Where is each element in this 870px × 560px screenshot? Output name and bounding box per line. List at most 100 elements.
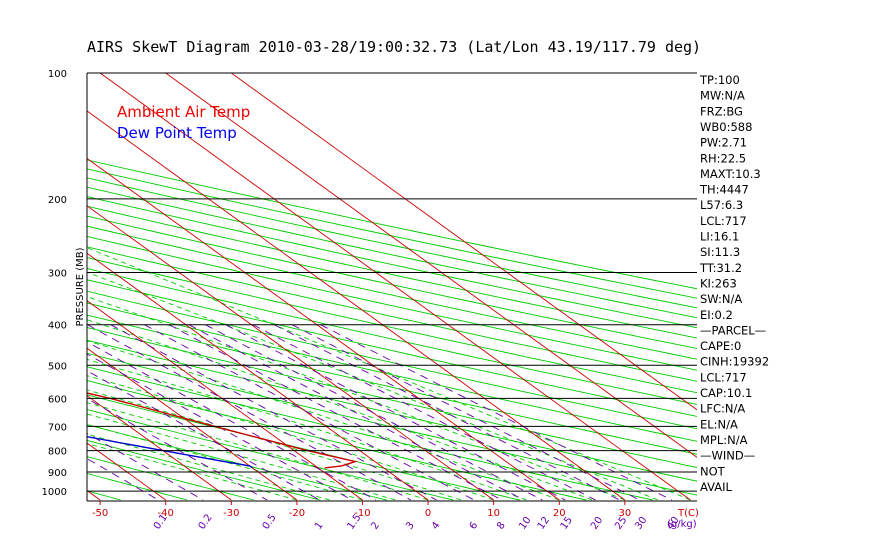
moist-adiabat-line: [87, 296, 625, 501]
index-item: L57:6.3: [700, 198, 743, 212]
mixing-ratio-unit-label: (g/kg): [667, 519, 697, 530]
mixing-ratio-line: [188, 324, 525, 501]
mixing-ratio-line: [110, 324, 437, 501]
mixing-ratio-label: 2: [369, 520, 382, 532]
mixing-ratio-label: 20: [589, 515, 605, 532]
index-item: —WIND—: [700, 449, 755, 463]
pressure-tick-label: 200: [48, 195, 67, 206]
index-item: CAP:10.1: [700, 386, 752, 400]
air-temp-profile-line: [87, 392, 358, 469]
index-item: TH:4447: [699, 183, 749, 197]
mixing-ratio-line: [168, 324, 503, 501]
moist-adiabat-line: [87, 247, 691, 501]
isotherm-line: [87, 347, 298, 501]
dry-adiabat-line: [87, 196, 697, 329]
dry-adiabat-line: [87, 235, 697, 371]
moist-adiabat-line: [87, 319, 593, 501]
mixing-ratio-line: [87, 353, 353, 501]
dry-adiabat-line: [87, 205, 697, 339]
index-item: SI:11.3: [700, 245, 740, 259]
mixing-ratio-line: [87, 458, 159, 501]
bottom-temp-label: -20: [289, 508, 305, 519]
index-item: TP:100: [699, 73, 740, 87]
dry-adiabat-line: [87, 339, 697, 482]
bottom-temp-label: 0: [425, 508, 431, 519]
legend-entry-dew-point: Dew Point Temp: [117, 124, 237, 142]
mixing-ratio-line: [87, 324, 412, 501]
mixing-ratio-label: 8: [495, 520, 508, 532]
isotherm-line: [99, 73, 691, 501]
index-item: LCL:717: [700, 370, 747, 384]
bottom-temp-label: 30: [618, 508, 631, 519]
pressure-tick-label: 1000: [42, 487, 67, 498]
index-item: FRZ:BG: [700, 104, 743, 118]
pressure-tick-label: 100: [48, 69, 67, 80]
isotherm-line: [0, 73, 35, 500]
dry-adiabat-line: [87, 380, 587, 501]
isotherm-line: [87, 157, 560, 501]
isotherm-line: [87, 205, 494, 501]
mixing-ratio-line: [291, 324, 640, 501]
mixing-ratio-line: [225, 324, 566, 501]
dry-adiabat-line: [87, 490, 121, 501]
mixing-ratio-label: 4: [430, 520, 443, 532]
mixing-ratio-label: 10: [517, 515, 533, 532]
dew-point-profile-line: [87, 435, 253, 469]
dry-adiabat-line: [87, 314, 697, 455]
dry-adiabat-line: [87, 186, 697, 319]
index-item: EI:0.2: [700, 308, 733, 322]
dry-adiabat-line: [87, 168, 697, 299]
index-item: MPL:N/A: [700, 433, 748, 447]
bottom-temp-label: -30: [223, 508, 239, 519]
dry-adiabat-line: [87, 215, 697, 349]
isotherm-line: [87, 395, 232, 501]
dry-adiabat-line: [87, 409, 454, 501]
mixing-ratio-line: [320, 324, 673, 501]
mixing-ratio-label: 1: [313, 520, 326, 532]
legend-entry-air-temp: Ambient Air Temp: [117, 103, 250, 121]
mixing-ratio-label: 12: [536, 515, 552, 532]
bottom-temp-label: -40: [158, 508, 174, 519]
mixing-ratio-label: 6: [468, 520, 481, 532]
mixing-ratio-label: 30: [633, 515, 649, 532]
dry-adiabat-line: [87, 290, 697, 430]
index-item: NOT: [700, 464, 726, 478]
isotherm-line: [165, 73, 697, 458]
mixing-ratio-line: [87, 432, 204, 501]
pressure-tick-label: 800: [48, 447, 67, 458]
dry-adiabat-line: [87, 268, 697, 405]
bottom-temp-label: 10: [487, 508, 500, 519]
isotherm-line: [87, 252, 429, 501]
index-item: LI:16.1: [700, 230, 739, 244]
isotherm-line: [231, 73, 697, 411]
dry-adiabat-line: [87, 456, 254, 501]
dry-adiabat-line: [87, 366, 653, 501]
moist-adiabat-line: [87, 433, 330, 501]
index-item: LCL:717: [700, 214, 747, 228]
mixing-ratio-line: [274, 324, 620, 501]
pressure-tick-label: 400: [48, 321, 67, 332]
mixing-ratio-line: [144, 324, 475, 501]
pressure-tick-label: 900: [48, 468, 67, 479]
index-item: —PARCEL—: [700, 323, 766, 337]
index-item: CAPE:0: [700, 339, 741, 353]
index-item: MW:N/A: [700, 89, 745, 103]
moist-adiabat-line: [87, 389, 462, 501]
index-item: AVAIL: [700, 480, 733, 494]
moist-adiabat-line: [87, 375, 494, 501]
moist-adiabat-line: [87, 271, 658, 501]
dry-adiabat-line: [87, 225, 697, 360]
bottom-temp-label: -50: [92, 508, 108, 519]
index-item: WB0:588: [700, 120, 752, 134]
index-item: SW:N/A: [700, 292, 742, 306]
index-item: MAXT:10.3: [700, 167, 761, 181]
dry-adiabat-line: [87, 326, 697, 468]
mixing-ratio-label: 0.2: [197, 512, 215, 531]
isotherm-line: [87, 110, 626, 501]
pressure-tick-label: 500: [48, 361, 67, 372]
bottom-temp-label: 20: [553, 508, 566, 519]
index-item: CINH:19392: [700, 355, 769, 369]
mixing-ratio-line: [87, 397, 268, 501]
index-item: RH:22.5: [700, 151, 746, 165]
